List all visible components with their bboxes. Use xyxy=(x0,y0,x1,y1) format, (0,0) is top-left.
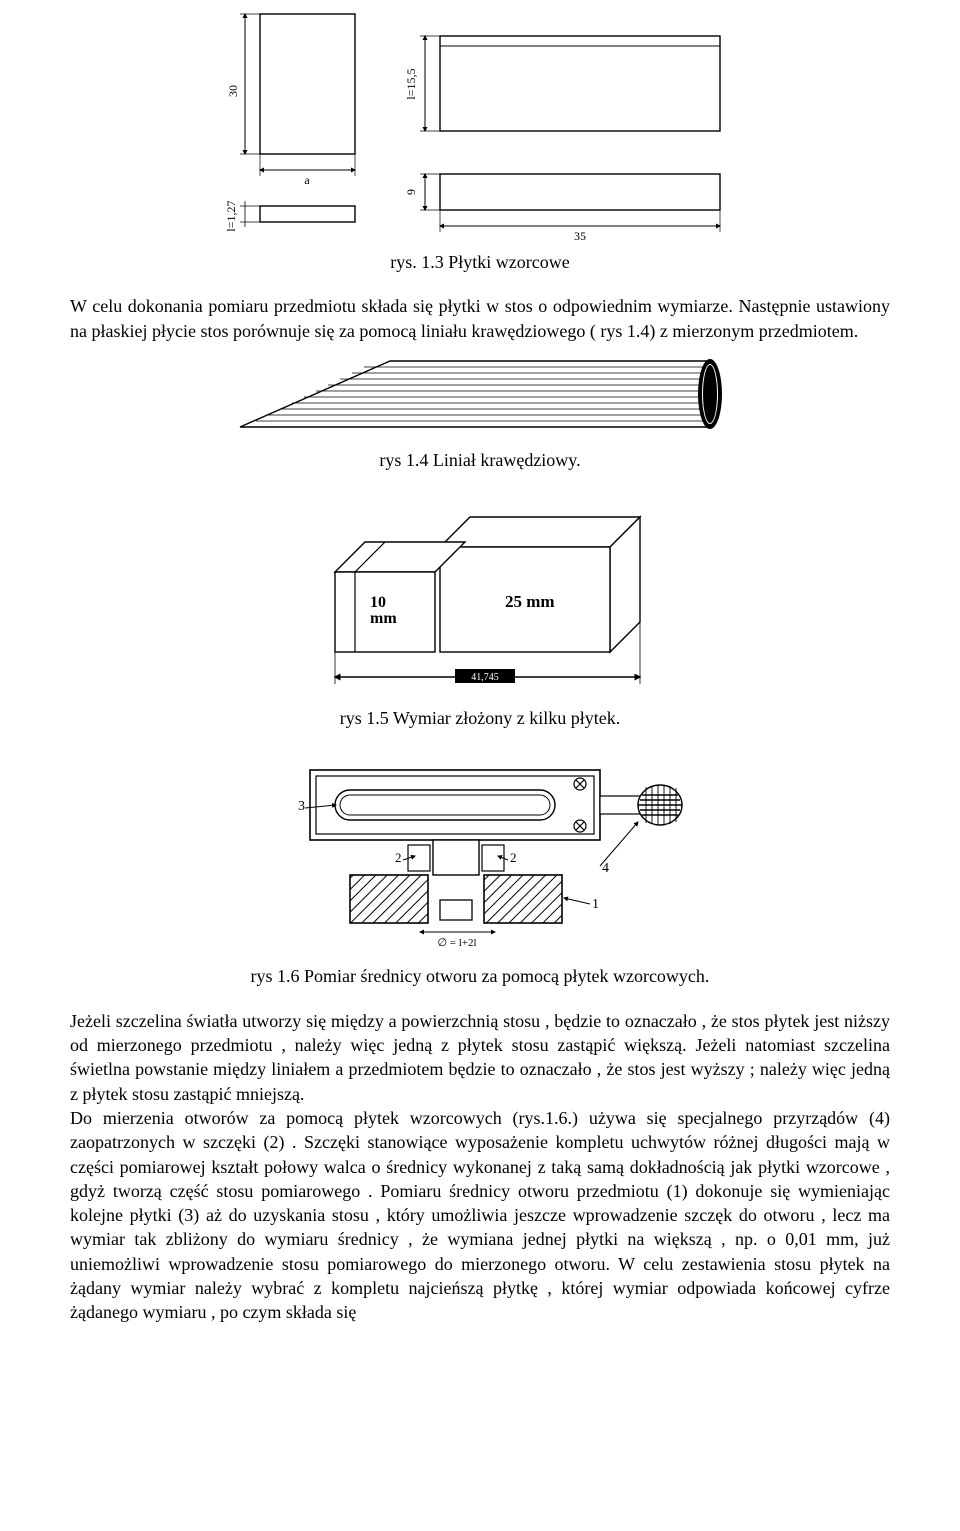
dim-a: a xyxy=(304,173,310,187)
label-1: 1 xyxy=(592,897,599,912)
figure-1-3: 30 a l=1,27 l=15,5 9 35 rys. 1.3 Płytki xyxy=(70,6,890,284)
dim-41745: 41,745 xyxy=(471,672,499,683)
diagram-straightedge xyxy=(220,349,740,444)
figure-1-6: ∅ = l+2l 3 2 2 1 4 rys 1.6 Pomiar średni… xyxy=(70,750,890,998)
label-2-left: 2 xyxy=(395,850,402,865)
diagram-gauge-blocks: 30 a l=1,27 l=15,5 9 35 xyxy=(210,6,750,246)
label-4: 4 xyxy=(602,861,609,876)
label-2-right: 2 xyxy=(510,850,517,865)
paragraph-2: Jeżeli szczelina światła utworzy się mię… xyxy=(70,1009,890,1325)
dim-axis: ∅ = l+2l xyxy=(437,937,476,949)
caption-1-6: rys 1.6 Pomiar średnicy otworu za pomocą… xyxy=(251,964,710,988)
dim-l155: l=15,5 xyxy=(404,68,418,99)
paragraph-1: W celu dokonania pomiaru przedmiotu skła… xyxy=(70,294,890,343)
diagram-jaw-fixture: ∅ = l+2l 3 2 2 1 4 xyxy=(240,750,720,960)
label-25mm: 25 mm xyxy=(505,592,555,611)
dim-35: 35 xyxy=(574,229,586,243)
dim-l127: l=1,27 xyxy=(224,200,238,231)
figure-1-4: rys 1.4 Liniał krawędziowy. xyxy=(70,349,890,482)
caption-1-4: rys 1.4 Liniał krawędziowy. xyxy=(379,448,580,472)
label-3: 3 xyxy=(298,799,305,814)
caption-1-5: rys 1.5 Wymiar złożony z kilku płytek. xyxy=(340,706,621,730)
dim-9: 9 xyxy=(404,189,418,195)
caption-1-3: rys. 1.3 Płytki wzorcowe xyxy=(390,250,569,274)
figure-1-5: 10mm 25 mm 41,745 rys 1.5 Wymiar złożony… xyxy=(70,492,890,740)
dim-30: 30 xyxy=(226,85,240,97)
diagram-combined-block: 10mm 25 mm 41,745 xyxy=(270,492,690,702)
